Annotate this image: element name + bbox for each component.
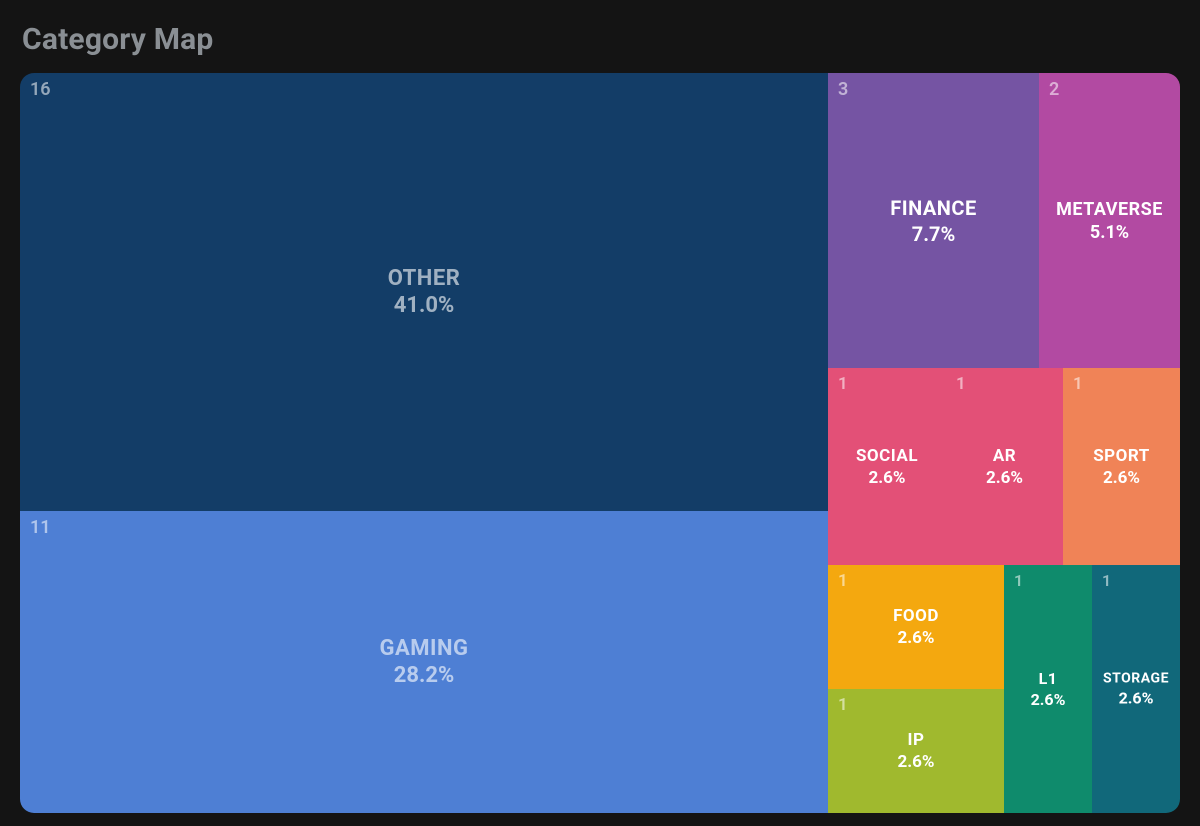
cell-name: METAVERSE: [1056, 199, 1163, 220]
cell-percent: 2.6%: [856, 468, 918, 488]
cell-name: GAMING: [380, 636, 469, 661]
cell-count: 1: [956, 374, 966, 394]
cell-percent: 41.0%: [388, 293, 461, 318]
cell-name: AR: [986, 446, 1023, 466]
cell-percent: 7.7%: [890, 222, 977, 246]
cell-count: 2: [1049, 79, 1059, 100]
cell-percent: 2.6%: [986, 468, 1023, 488]
treemap-cell-storage[interactable]: 1 STORAGE 2.6%: [1092, 565, 1180, 813]
cell-percent: 2.6%: [1103, 689, 1169, 708]
treemap-cell-gaming[interactable]: 11 GAMING28.2%: [20, 511, 828, 813]
cell-name: STORAGE: [1103, 671, 1169, 687]
cell-count: 1: [838, 571, 848, 591]
cell-label: SPORT2.6%: [1093, 446, 1150, 488]
cell-label: FOOD2.6%: [893, 606, 939, 648]
page-title: Category Map: [22, 22, 1180, 57]
treemap-cell-ar[interactable]: 1 AR2.6%: [946, 368, 1063, 565]
cell-label: SOCIAL2.6%: [856, 446, 918, 488]
cell-name: FOOD: [893, 606, 939, 626]
cell-percent: 2.6%: [1031, 690, 1066, 709]
cell-label: AR2.6%: [986, 446, 1023, 488]
cell-label: OTHER41.0%: [388, 266, 461, 318]
cell-percent: 2.6%: [893, 628, 939, 648]
cell-percent: 28.2%: [380, 663, 469, 688]
cell-label: FINANCE7.7%: [890, 196, 977, 246]
cell-count: 1: [838, 374, 848, 394]
cell-count: 3: [838, 79, 848, 100]
treemap-cell-l1[interactable]: 1 L1 2.6%: [1004, 565, 1092, 813]
treemap-cell-sport[interactable]: 1 SPORT2.6%: [1063, 368, 1180, 565]
cell-count: 1: [1014, 571, 1023, 590]
cell-label: L1 2.6%: [1031, 669, 1066, 709]
treemap-cell-other[interactable]: 16 OTHER41.0%: [20, 73, 828, 511]
cell-count: 11: [30, 517, 51, 538]
cell-name: SOCIAL: [856, 446, 918, 466]
cell-name: L1: [1031, 669, 1066, 688]
cell-label: GAMING28.2%: [380, 636, 469, 688]
cell-count: 1: [838, 695, 848, 715]
cell-count: 1: [1102, 571, 1111, 590]
cell-percent: 2.6%: [897, 752, 934, 772]
treemap-cell-metaverse[interactable]: 2 METAVERSE5.1%: [1039, 73, 1180, 368]
cell-name: SPORT: [1093, 446, 1150, 466]
cell-name: OTHER: [388, 266, 461, 291]
cell-count: 16: [30, 79, 51, 100]
treemap-cell-finance[interactable]: 3 FINANCE7.7%: [828, 73, 1039, 368]
cell-label: IP2.6%: [897, 730, 934, 772]
cell-count: 1: [1073, 374, 1083, 394]
cell-label: STORAGE 2.6%: [1103, 671, 1169, 708]
treemap-cell-food[interactable]: 1 FOOD2.6%: [828, 565, 1004, 689]
treemap-cell-ip[interactable]: 1 IP2.6%: [828, 689, 1004, 813]
cell-name: IP: [897, 730, 934, 750]
cell-name: FINANCE: [890, 196, 977, 220]
cell-label: METAVERSE5.1%: [1056, 199, 1163, 243]
cell-percent: 2.6%: [1093, 468, 1150, 488]
treemap-cell-social[interactable]: 1 SOCIAL2.6%: [828, 368, 946, 565]
page: Category Map 16OTHER41.0%11GAMING28.2%3F…: [0, 0, 1200, 826]
treemap: 16OTHER41.0%11GAMING28.2%3FINANCE7.7%2ME…: [20, 73, 1180, 813]
cell-percent: 5.1%: [1056, 222, 1163, 243]
